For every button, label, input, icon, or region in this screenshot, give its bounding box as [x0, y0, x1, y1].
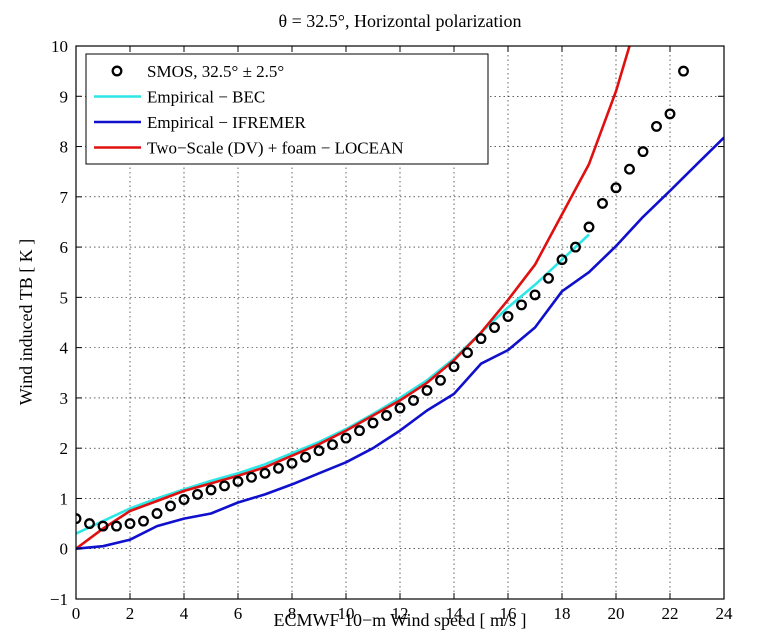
smos-point [570, 241, 581, 253]
smos-point [138, 515, 149, 527]
smos-point [313, 445, 325, 457]
series-line [76, 136, 724, 550]
smos-point [300, 451, 311, 463]
y-tick-label: −1 [50, 590, 68, 609]
smos-point [232, 475, 244, 487]
smos-point [516, 299, 527, 311]
x-tick-label: 16 [500, 604, 517, 623]
smos-point [583, 221, 595, 233]
smos-point [489, 322, 500, 333]
x-tick-label: 10 [338, 604, 355, 623]
series-line [76, 46, 631, 550]
smos-point [610, 182, 622, 194]
x-tick-label: 24 [716, 604, 734, 623]
smos-point [84, 518, 95, 530]
chart-title: θ = 32.5°, Horizontal polarization [279, 11, 522, 31]
x-tick-label: 18 [554, 604, 571, 623]
smos-point [475, 333, 487, 345]
y-tick-label: 9 [60, 87, 69, 106]
smos-point [448, 361, 460, 373]
smos-point [664, 108, 676, 120]
smos-point [205, 484, 217, 496]
x-tick-label: 22 [662, 604, 679, 623]
x-tick-label: 12 [392, 604, 409, 623]
series-layer [76, 46, 724, 550]
smos-point [192, 488, 203, 500]
smos-point [124, 518, 136, 530]
smos-point [151, 508, 163, 519]
legend-label: Empirical − IFREMER [147, 113, 306, 132]
legend-swatch [111, 65, 123, 77]
smos-point [381, 410, 392, 421]
smos-point [259, 467, 271, 479]
y-tick-label: 10 [51, 37, 68, 56]
x-tick-label: 8 [288, 604, 297, 623]
smos-point [651, 120, 662, 132]
x-tick-label: 4 [180, 604, 189, 623]
smos-point [543, 272, 554, 284]
x-tick-label: 0 [72, 604, 81, 623]
x-axis-label: ECMWF 10−m Wind speed [ m/s ] [273, 610, 526, 630]
smos-point [340, 432, 352, 444]
y-tick-label: 0 [60, 540, 69, 559]
legend-label: SMOS, 32.5° ± 2.5° [147, 62, 284, 81]
y-tick-label: 3 [60, 389, 69, 408]
smos-point [462, 347, 473, 359]
legend-label: Two−Scale (DV) + foam − LOCEAN [147, 139, 404, 158]
legend-label: Empirical − BEC [147, 88, 265, 107]
smos-point [111, 520, 122, 532]
smos-point [637, 146, 649, 158]
legend: SMOS, 32.5° ± 2.5° Empirical − BEC Empiric… [85, 53, 489, 165]
smos-point [327, 439, 338, 451]
smos-point [178, 494, 190, 505]
smos-point [76, 513, 82, 525]
y-axis-label: Wind induced TB [ K ] [16, 239, 36, 405]
y-tick-label: 7 [60, 188, 69, 207]
smos-point [597, 197, 608, 209]
smos-point [354, 425, 365, 437]
smos-point [394, 402, 406, 414]
smos-point [502, 311, 514, 322]
y-tick-label: 8 [60, 138, 69, 157]
smos-point [97, 520, 109, 532]
smos-point [367, 417, 379, 429]
smos-point [246, 471, 257, 483]
smos-point [624, 163, 635, 175]
y-tick-label: 4 [60, 339, 69, 358]
y-tick-label: 5 [60, 288, 69, 307]
x-tick-label: 20 [608, 604, 625, 623]
smos-point [408, 394, 419, 406]
x-tick-label: 6 [234, 604, 243, 623]
smos-point [556, 254, 568, 266]
smos-point [273, 462, 284, 474]
y-tick-label: 1 [60, 489, 69, 508]
x-tick-label: 2 [126, 604, 135, 623]
smos-point [435, 374, 446, 386]
smos-point [421, 384, 433, 396]
smos-point [219, 480, 230, 492]
legend-box [85, 53, 489, 165]
smos-point [165, 500, 176, 512]
y-tick-label: 2 [60, 439, 69, 458]
smos-point [678, 65, 689, 77]
smos-point [286, 457, 298, 469]
smos-point [529, 289, 541, 301]
series-line [76, 233, 590, 535]
y-tick-label: 6 [60, 238, 69, 257]
x-tick-label: 14 [446, 604, 464, 623]
